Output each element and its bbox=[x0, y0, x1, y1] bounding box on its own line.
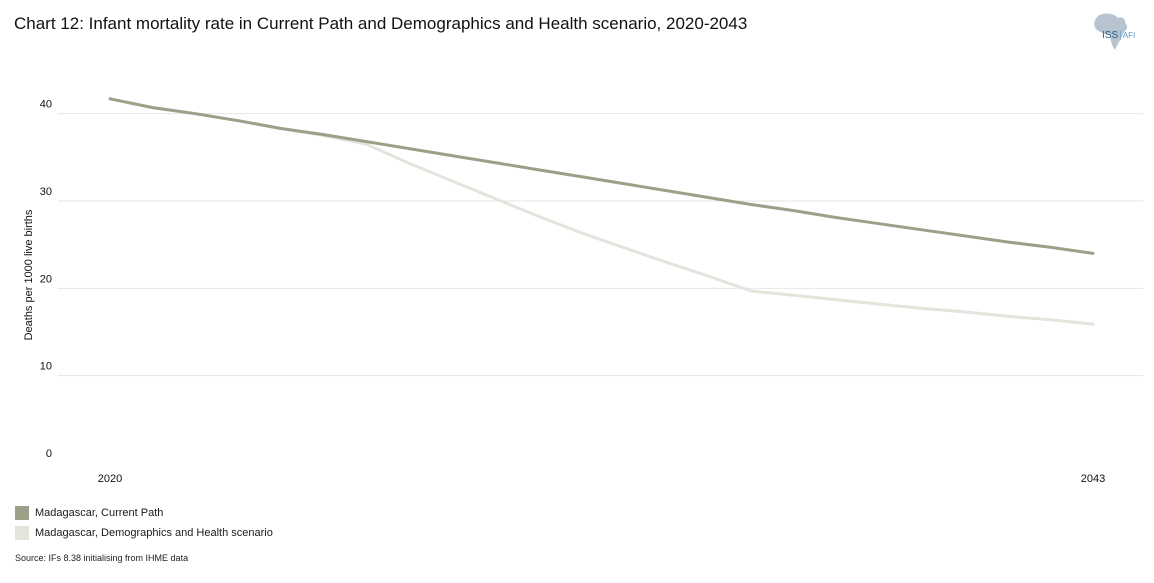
africa-map-icon bbox=[1094, 13, 1128, 50]
grid-lines bbox=[58, 113, 1143, 377]
legend-label-scenario: Madagascar, Demographics and Health scen… bbox=[35, 527, 273, 539]
y-tick-label: 0 bbox=[46, 448, 52, 460]
source-note: Source: IFs 8.38 initialising from IHME … bbox=[15, 553, 189, 563]
series-line-scenario bbox=[108, 97, 1095, 326]
legend-item-scenario: Madagascar, Demographics and Health scen… bbox=[15, 523, 273, 543]
legend-item-current-path: Madagascar, Current Path bbox=[15, 503, 273, 523]
series-lines bbox=[108, 97, 1095, 326]
logo-text: ISS|AFI bbox=[1102, 30, 1136, 41]
y-tick-label: 40 bbox=[40, 99, 52, 111]
logo-text-sub: AFI bbox=[1122, 31, 1136, 40]
y-tick-label: 20 bbox=[40, 273, 52, 285]
y-axis-label: Deaths per 1000 live births bbox=[23, 209, 35, 340]
legend-swatch-current-path bbox=[15, 506, 29, 520]
logo-text-main: ISS bbox=[1102, 30, 1119, 41]
y-tick-label: 10 bbox=[40, 361, 52, 373]
legend-label-current-path: Madagascar, Current Path bbox=[35, 507, 164, 519]
y-axis-ticks: 0 10 20 30 40 bbox=[40, 99, 52, 460]
legend-swatch-scenario bbox=[15, 526, 29, 540]
x-axis-ticks: 2020 2043 bbox=[98, 473, 1105, 485]
y-tick-label: 30 bbox=[40, 186, 52, 198]
x-tick-label: 2020 bbox=[98, 473, 122, 485]
chart-title: Chart 12: Infant mortality rate in Curre… bbox=[14, 14, 748, 33]
x-tick-label: 2043 bbox=[1081, 473, 1105, 485]
series-line-current-path bbox=[108, 97, 1095, 255]
legend: Madagascar, Current Path Madagascar, Dem… bbox=[15, 503, 273, 543]
